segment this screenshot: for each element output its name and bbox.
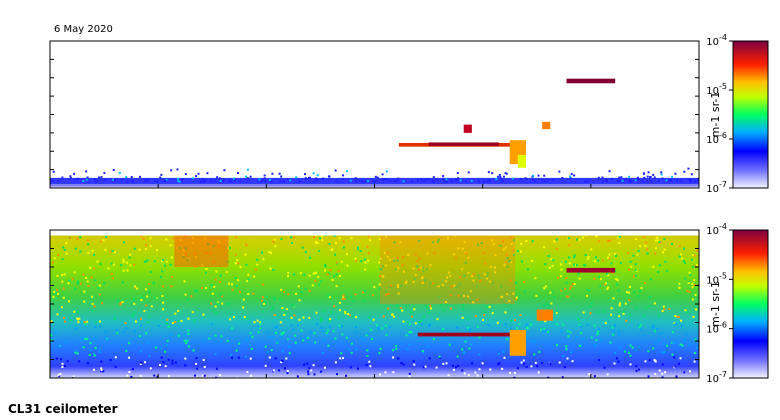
colorbar-tick-label: 10-6 (706, 131, 727, 146)
colorbar-tick-label: 10-4 (706, 222, 727, 237)
colorbar-label: m-1 sr-1 (709, 281, 722, 327)
instrument-label: CL31 ceilometer (8, 402, 118, 416)
colorbar-label: m-1 sr-1 (709, 92, 722, 138)
colorbar-tick-label: 10-5 (706, 271, 727, 286)
panel-2: 10-4 10-5 10-6 10-7 m-1 sr-1 (49, 222, 769, 385)
colorbar-tick-label: 10-7 (706, 180, 727, 195)
colorbar-tick-label: 10-4 (706, 33, 727, 48)
colorbar-tick-label: 10-7 (706, 370, 727, 385)
colorbar (732, 229, 769, 379)
colorbar (732, 40, 769, 189)
colorbar-tick-label: 10-5 (706, 82, 727, 97)
plot-area (50, 41, 699, 188)
panel-1: 10-4 10-5 10-6 10-7 m-1 sr-1 (49, 33, 769, 195)
backscatter-field (50, 230, 699, 378)
colorbar-tick-label: 10-6 (706, 321, 727, 336)
date-label: 6 May 2020 (54, 24, 113, 35)
